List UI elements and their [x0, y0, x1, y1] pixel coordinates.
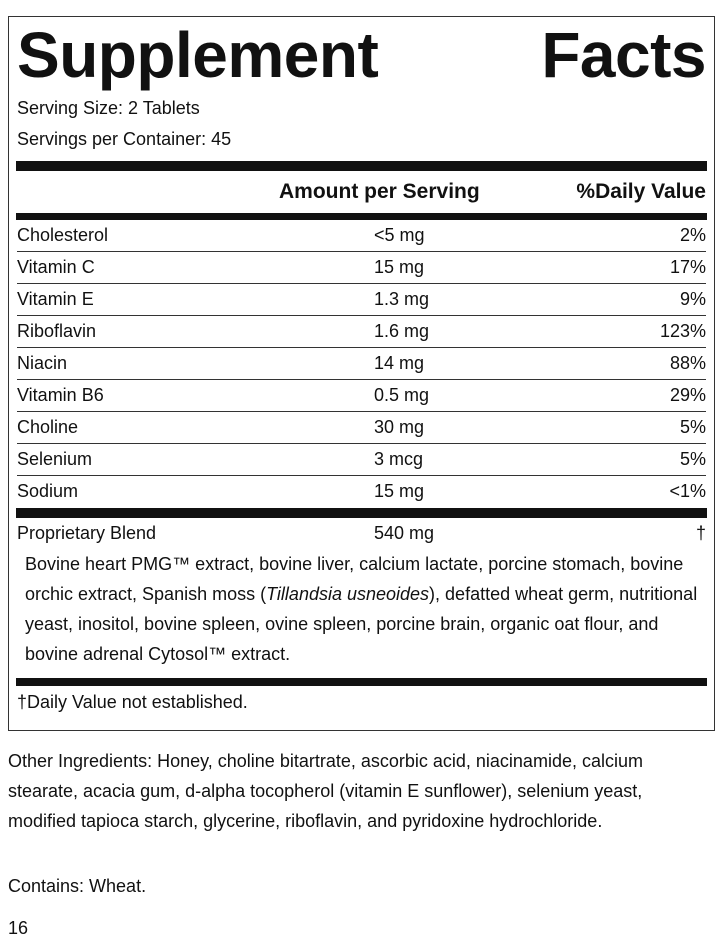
nutrient-row: Vitamin C 15 mg 17% — [17, 252, 706, 284]
nutrient-daily-value: 2% — [679, 225, 706, 245]
desc-italic: Tillandsia usneoides — [266, 584, 430, 604]
desc-text: Bovine heart PMG™ extract, bovine liver,… — [25, 554, 684, 604]
page-number: 16 — [8, 918, 29, 938]
nutrient-name: Riboflavin — [17, 321, 97, 341]
nutrient-row: Choline 30 mg 5% — [17, 412, 706, 444]
nutrient-daily-value: 5% — [679, 449, 706, 469]
nutrient-row: Sodium 15 mg <1% — [17, 476, 706, 508]
nutrient-row: Niacin 14 mg 88% — [17, 348, 706, 380]
servings-per-container: Servings per Container: 45 — [17, 129, 232, 149]
thick-rule — [16, 508, 707, 518]
nutrient-amount: 15 mg — [374, 481, 425, 501]
nutrient-amount: 1.3 mg — [374, 289, 430, 309]
serving-size: Serving Size: 2 Tablets — [17, 98, 200, 118]
nutrient-name: Vitamin B6 — [17, 385, 104, 405]
nutrient-daily-value: <1% — [669, 481, 706, 501]
nutrient-row: Selenium 3 mcg 5% — [17, 444, 706, 476]
nutrient-daily-value: 29% — [669, 385, 706, 405]
nutrient-name: Niacin — [17, 353, 68, 373]
nutrient-daily-value: 88% — [669, 353, 706, 373]
nutrient-row: Cholesterol <5 mg 2% — [17, 220, 706, 252]
nutrient-amount: 1.6 mg — [374, 321, 430, 341]
nutrient-name: Choline — [17, 417, 79, 437]
thick-rule — [16, 213, 707, 220]
blend-name: Proprietary Blend — [17, 523, 157, 543]
blend-daily-value: † — [695, 523, 706, 543]
nutrient-amount: 14 mg — [374, 353, 425, 373]
nutrient-row: Vitamin B6 0.5 mg 29% — [17, 380, 706, 412]
nutrient-name: Selenium — [17, 449, 93, 469]
nutrient-amount: 3 mcg — [374, 449, 424, 469]
nutrient-name: Sodium — [17, 481, 79, 501]
desc-text: ), defatted wheat germ, nutritional yeas… — [25, 584, 698, 664]
nutrient-amount: 15 mg — [374, 257, 425, 277]
blend-row: Proprietary Blend 540 mg † — [17, 518, 706, 549]
nutrient-name: Vitamin C — [17, 257, 95, 277]
footnote: †Daily Value not established. — [17, 692, 248, 712]
nutrient-amount: 30 mg — [374, 417, 425, 437]
blend-amount: 540 mg — [374, 523, 435, 543]
contains: Contains: Wheat. — [8, 876, 147, 896]
column-header: Amount per Serving %Daily Value — [17, 171, 706, 213]
nutrient-daily-value: 5% — [679, 417, 706, 437]
nutrient-name: Cholesterol — [17, 225, 109, 245]
nutrient-daily-value: 17% — [669, 257, 706, 277]
nutrient-row: Vitamin E 1.3 mg 9% — [17, 284, 706, 316]
supplement-facts-label: Supplement Facts Serving Size: 2 Tablets… — [8, 16, 715, 731]
daily-value-header: %Daily Value — [576, 180, 706, 203]
blend-description: Bovine heart PMG™ extract, bovine liver,… — [17, 549, 706, 669]
thick-rule — [16, 678, 707, 686]
nutrient-daily-value: 9% — [679, 289, 706, 309]
nutrient-row: Riboflavin 1.6 mg 123% — [17, 316, 706, 348]
nutrient-daily-value: 123% — [659, 321, 706, 341]
nutrient-name: Vitamin E — [17, 289, 94, 309]
label-title: Supplement Facts — [17, 19, 707, 91]
amount-header: Amount per Serving — [279, 180, 480, 203]
nutrient-amount: <5 mg — [374, 225, 425, 245]
other-ingredients: Other Ingredients: Honey, choline bitart… — [8, 751, 643, 831]
nutrient-rows: Cholesterol <5 mg 2% Vitamin C 15 mg 17% Vitam… — [17, 220, 706, 508]
nutrient-amount: 0.5 mg — [374, 385, 430, 405]
thick-rule — [16, 161, 707, 171]
